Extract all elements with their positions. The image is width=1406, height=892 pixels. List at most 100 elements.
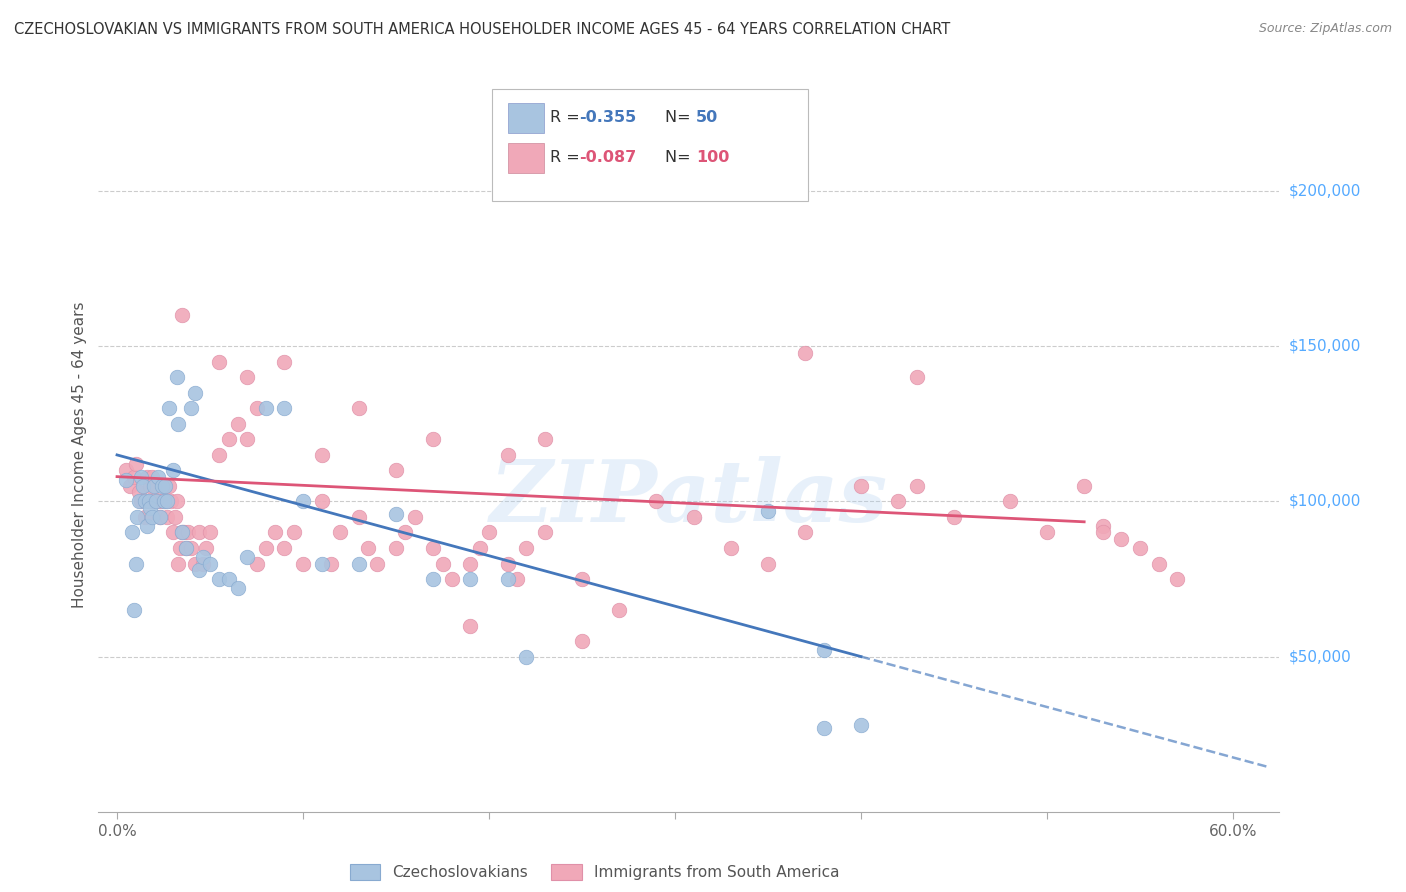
Point	[122, 469, 145, 483]
Text: R =: R =	[550, 111, 585, 125]
Point	[160, 494, 183, 508]
Point	[134, 494, 156, 508]
Point	[184, 557, 207, 571]
Point	[347, 557, 370, 571]
Point	[208, 572, 231, 586]
Point	[245, 557, 267, 571]
Point	[404, 510, 426, 524]
Point	[460, 572, 482, 586]
Point	[794, 345, 817, 359]
Point	[645, 494, 668, 508]
Point	[607, 603, 630, 617]
Point	[218, 433, 240, 447]
Point	[156, 510, 179, 524]
Point	[533, 433, 555, 447]
Point	[319, 557, 342, 571]
Point	[311, 557, 333, 571]
Point	[129, 469, 152, 483]
Point	[273, 355, 295, 369]
Point	[478, 525, 501, 540]
Point	[432, 557, 454, 571]
Point	[273, 401, 295, 416]
Point	[1036, 525, 1059, 540]
Point	[1091, 525, 1114, 540]
Text: 50: 50	[696, 111, 718, 125]
Point	[756, 557, 779, 571]
Point	[157, 479, 180, 493]
Point	[813, 643, 835, 657]
Point	[515, 649, 537, 664]
Point	[385, 541, 408, 555]
Point	[166, 494, 188, 508]
Point	[163, 510, 186, 524]
Point	[155, 494, 177, 508]
Point	[143, 494, 166, 508]
Point	[128, 494, 150, 508]
Point	[218, 572, 240, 586]
Point	[115, 463, 138, 477]
Point	[132, 479, 155, 493]
Text: CZECHOSLOVAKIAN VS IMMIGRANTS FROM SOUTH AMERICA HOUSEHOLDER INCOME AGES 45 - 64: CZECHOSLOVAKIAN VS IMMIGRANTS FROM SOUTH…	[14, 22, 950, 37]
Point	[121, 525, 143, 540]
Point	[329, 525, 352, 540]
Text: $50,000: $50,000	[1289, 649, 1351, 664]
Point	[124, 557, 146, 571]
Point	[198, 557, 221, 571]
Point	[1111, 532, 1133, 546]
Text: -0.355: -0.355	[579, 111, 637, 125]
Point	[180, 401, 202, 416]
Point	[571, 634, 593, 648]
Point	[135, 519, 157, 533]
Point	[794, 525, 817, 540]
Point	[226, 417, 249, 431]
Point	[184, 385, 207, 400]
Point	[533, 525, 555, 540]
Text: Source: ZipAtlas.com: Source: ZipAtlas.com	[1258, 22, 1392, 36]
Point	[191, 557, 214, 571]
Point	[129, 494, 152, 508]
Point	[139, 479, 162, 493]
Point	[394, 525, 416, 540]
Point	[292, 557, 315, 571]
Text: $150,000: $150,000	[1289, 339, 1361, 354]
Point	[849, 479, 872, 493]
Point	[756, 504, 779, 518]
Point	[347, 401, 370, 416]
Point	[167, 417, 190, 431]
Point	[311, 448, 333, 462]
Point	[506, 572, 529, 586]
Point	[283, 525, 305, 540]
Point	[187, 563, 209, 577]
Point	[357, 541, 380, 555]
Point	[115, 473, 138, 487]
Point	[150, 479, 173, 493]
Point	[146, 494, 169, 508]
Point	[124, 457, 146, 471]
Point	[118, 479, 141, 493]
Point	[198, 525, 221, 540]
Point	[157, 401, 180, 416]
Point	[226, 582, 249, 596]
Point	[172, 525, 194, 540]
Point	[460, 557, 482, 571]
Point	[187, 525, 209, 540]
Point	[127, 510, 149, 524]
Point	[496, 448, 519, 462]
Point	[422, 572, 444, 586]
Point	[682, 510, 704, 524]
Point	[141, 510, 163, 524]
Point	[254, 541, 277, 555]
Point	[422, 541, 444, 555]
Point	[385, 507, 408, 521]
Point	[905, 479, 928, 493]
Point	[422, 433, 444, 447]
Text: $100,000: $100,000	[1289, 494, 1361, 509]
Point	[254, 401, 277, 416]
Point	[887, 494, 910, 508]
Point	[195, 541, 218, 555]
Legend: Czechoslovakians, Immigrants from South America: Czechoslovakians, Immigrants from South …	[343, 858, 845, 886]
Point	[174, 541, 197, 555]
Text: 100: 100	[696, 151, 730, 165]
Point	[145, 494, 167, 508]
Point	[468, 541, 491, 555]
